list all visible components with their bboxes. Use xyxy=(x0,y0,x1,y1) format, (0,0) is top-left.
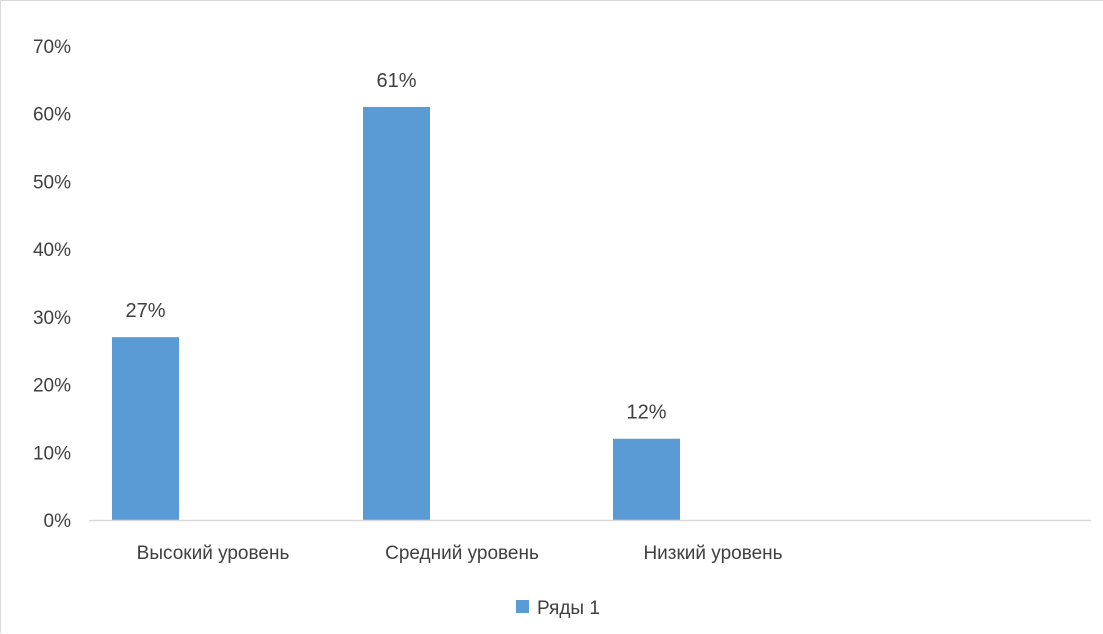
bar-value-label: 61% xyxy=(376,70,416,92)
legend-swatch-series-1 xyxy=(516,600,529,613)
bar-value-label: 27% xyxy=(125,300,165,322)
bar xyxy=(613,438,680,520)
y-tick-label: 20% xyxy=(33,376,71,397)
y-axis-ticks: 0% 10% 20% 30% 40% 50% 60% 70% xyxy=(33,37,71,532)
bar xyxy=(363,106,430,520)
y-tick-label: 0% xyxy=(44,511,72,532)
y-tick-label: 60% xyxy=(33,105,71,126)
bar xyxy=(112,337,179,520)
y-tick-label: 50% xyxy=(33,172,71,193)
bar-value-label: 12% xyxy=(626,402,666,424)
x-category-label: Низкий уровень xyxy=(643,543,782,564)
y-tick-label: 40% xyxy=(33,240,71,261)
legend-label-series-1: Ряды 1 xyxy=(537,598,600,619)
y-tick-label: 10% xyxy=(33,443,71,464)
bars xyxy=(112,106,680,520)
x-axis-category-labels: Высокий уровень Средний уровень Низкий уро… xyxy=(137,543,783,564)
y-tick-label: 30% xyxy=(33,308,71,329)
data-labels: 27% 61% 12% xyxy=(125,70,666,424)
y-tick-label: 70% xyxy=(33,37,71,58)
x-category-label: Средний уровень xyxy=(385,543,539,564)
x-category-label: Высокий уровень xyxy=(137,543,290,564)
legend: Ряды 1 xyxy=(516,598,600,619)
